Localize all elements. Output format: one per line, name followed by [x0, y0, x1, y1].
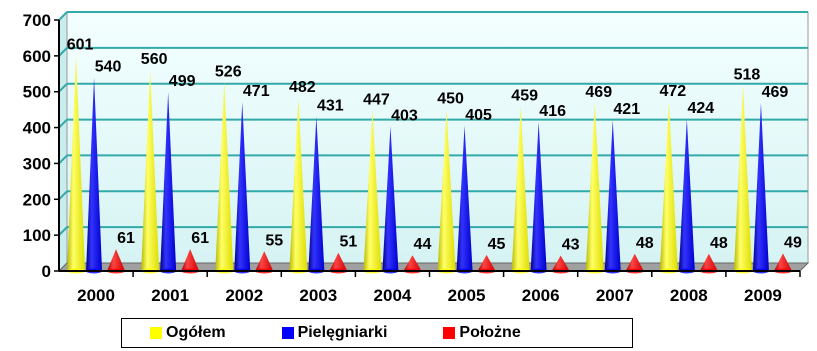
data-label-pielegniarki-2003: 431	[317, 97, 344, 114]
legend-label-pielegniarki: Pielęgniarki	[297, 324, 388, 341]
data-label-pielegniarki-2001: 499	[169, 73, 196, 90]
x-tick-label: 2001	[151, 286, 189, 305]
legend: Ogółem Pielęgniarki Położne	[121, 318, 633, 348]
x-tick-label: 2006	[522, 286, 560, 305]
cone-ogolem-2002	[215, 82, 234, 272]
cone-pielegniarki-2007	[604, 120, 621, 271]
cone-ogolem-2007	[585, 102, 604, 271]
gridline-depth	[58, 190, 68, 200]
data-label-pielegniarki-2002: 471	[243, 83, 270, 100]
y-tick-label: 200	[23, 190, 51, 209]
data-label-polozne-2006: 43	[562, 237, 580, 254]
gridline-depth	[58, 47, 68, 57]
cone-pielegniarki-2002	[234, 102, 251, 271]
x-tick-label: 2008	[670, 286, 708, 305]
legend-item-polozne: Położne	[443, 324, 521, 342]
cone-polozne-2001	[181, 249, 200, 271]
cone-ogolem-2004	[363, 110, 382, 272]
x-tick-label: 2003	[299, 286, 337, 305]
legend-label-ogolem: Ogółem	[166, 324, 226, 341]
data-label-polozne-2003: 51	[339, 234, 357, 251]
data-label-pielegniarki-2004: 403	[391, 107, 418, 124]
y-tick-label: 500	[23, 83, 51, 102]
data-label-ogolem-2008: 472	[659, 83, 686, 100]
data-label-polozne-2005: 45	[488, 236, 506, 253]
cone-polozne-2003	[329, 252, 348, 271]
data-label-ogolem-2005: 450	[437, 91, 464, 108]
legend-item-pielegniarki: Pielęgniarki	[281, 324, 388, 342]
plot-area	[66, 11, 809, 264]
data-label-pielegniarki-2009: 469	[762, 84, 789, 101]
cone-ogolem-2005	[437, 109, 456, 272]
x-tick-label: 2004	[374, 286, 412, 305]
x-tick-label: 2005	[448, 286, 486, 305]
data-label-polozne-2002: 55	[265, 232, 283, 249]
y-tick-label: 400	[23, 119, 51, 138]
y-tick-label: 0	[42, 262, 51, 281]
data-label-polozne-2008: 48	[710, 235, 728, 252]
cone-polozne-2005	[477, 254, 496, 271]
cone-pielegniarki-2004	[382, 126, 399, 271]
cone-pielegniarki-2009	[752, 102, 769, 271]
data-label-ogolem-2004: 447	[363, 92, 390, 109]
data-label-pielegniarki-2006: 416	[539, 103, 566, 120]
data-label-ogolem-2002: 526	[215, 63, 242, 80]
cone-pielegniarki-2001	[160, 92, 177, 271]
data-label-pielegniarki-2000: 540	[95, 58, 122, 75]
gridline-depth	[58, 154, 68, 165]
data-label-polozne-2001: 61	[191, 230, 209, 247]
gridline-depth	[58, 83, 68, 93]
data-label-ogolem-2000: 601	[67, 36, 94, 53]
data-label-polozne-2009: 49	[784, 234, 802, 251]
cone-ogolem-2001	[141, 70, 160, 271]
cone-pielegniarki-2005	[456, 125, 473, 272]
cone-polozne-2004	[403, 255, 422, 271]
data-label-polozne-2004: 44	[414, 236, 432, 253]
x-tick-label: 2002	[225, 286, 263, 305]
x-tick-label: 2007	[596, 286, 634, 305]
data-label-ogolem-2001: 560	[141, 51, 168, 68]
cone-ogolem-2000	[67, 55, 86, 272]
cone-ogolem-2008	[659, 101, 678, 271]
cone-polozne-2002	[255, 251, 274, 271]
gridline-depth	[58, 226, 68, 236]
legend-swatch-ogolem	[150, 327, 162, 339]
cone-polozne-2007	[625, 253, 644, 271]
legend-swatch-polozne	[443, 327, 456, 339]
cone-ogolem-2009	[733, 85, 752, 271]
data-label-pielegniarki-2008: 424	[687, 100, 714, 117]
gridline-depth	[58, 118, 68, 129]
gridline-depth	[58, 11, 68, 21]
data-label-polozne-2000: 61	[117, 230, 135, 247]
data-label-ogolem-2006: 459	[511, 87, 538, 104]
y-tick-label: 600	[23, 47, 51, 66]
data-label-ogolem-2003: 482	[289, 79, 316, 96]
cone-ogolem-2003	[289, 98, 308, 271]
cone-ogolem-2006	[511, 106, 530, 272]
cone-pielegniarki-2000	[86, 77, 103, 271]
data-label-ogolem-2009: 518	[734, 66, 761, 83]
cone-pielegniarki-2008	[678, 118, 695, 271]
y-tick-label: 300	[23, 154, 51, 173]
x-tick-label: 2009	[744, 286, 782, 305]
data-label-polozne-2007: 48	[636, 235, 654, 252]
cone-polozne-2009	[773, 253, 792, 271]
legend-swatch-pielegniarki	[281, 327, 294, 339]
legend-label-polozne: Położne	[459, 324, 521, 341]
cone-polozne-2000	[107, 249, 126, 271]
cone-pielegniarki-2006	[530, 121, 547, 271]
data-label-pielegniarki-2007: 421	[613, 101, 640, 118]
y-tick-label: 700	[23, 11, 51, 30]
x-tick-label: 2000	[77, 286, 115, 305]
data-label-ogolem-2007: 469	[585, 84, 612, 101]
cone-polozne-2006	[551, 255, 570, 271]
data-label-pielegniarki-2005: 405	[465, 107, 492, 124]
y-tick-label: 100	[23, 226, 51, 245]
legend-item-ogolem: Ogółem	[150, 324, 226, 342]
cone-pielegniarki-2003	[308, 116, 325, 271]
cone-polozne-2008	[699, 253, 718, 271]
